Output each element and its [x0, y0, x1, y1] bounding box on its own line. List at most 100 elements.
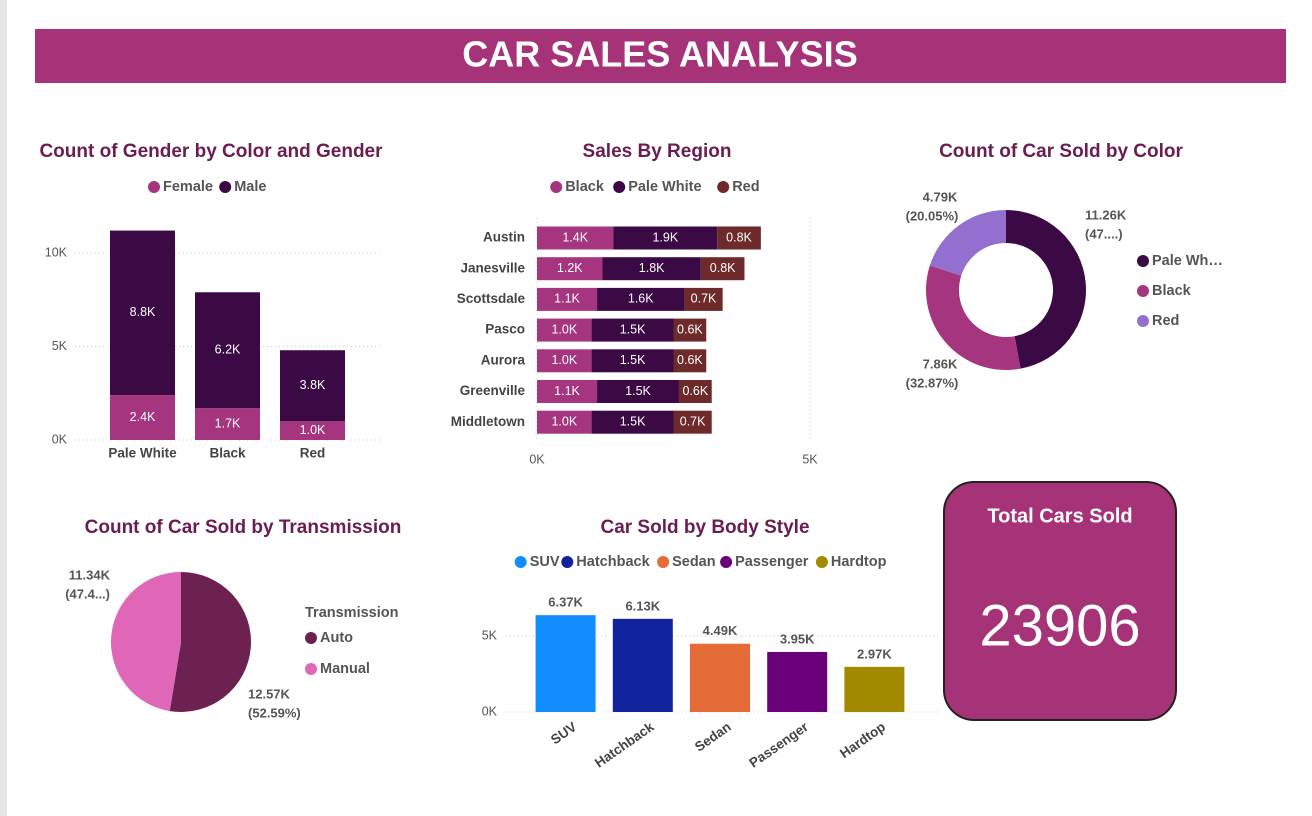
data-label: 7.86K	[923, 356, 958, 371]
data-label: 0.7K	[680, 414, 706, 428]
percent-label: (20.05%)	[906, 208, 959, 223]
x-tick-label: Pale White	[108, 446, 177, 461]
slice	[1006, 210, 1086, 369]
bar-segment	[537, 287, 598, 311]
legend-label: Hardtop	[831, 554, 887, 570]
legend-marker	[1137, 285, 1149, 297]
legend-marker	[514, 556, 527, 568]
y-tick-label: Aurora	[481, 352, 526, 367]
chart-title: Count of Car Sold by Transmission	[85, 517, 402, 538]
data-label: 1.8K	[639, 261, 665, 275]
bar-segment	[613, 226, 718, 250]
data-label: 1.1K	[554, 384, 580, 398]
percent-label: (32.87%)	[906, 375, 959, 390]
legend-label: Pale Wh…	[1152, 253, 1223, 269]
x-tick-label: Hardtop	[837, 719, 888, 761]
legend-label: Pale White	[628, 179, 701, 195]
bar-segment	[195, 408, 260, 440]
legend-label: Sedan	[672, 554, 716, 570]
bar-segment	[537, 257, 603, 281]
bar-segment	[700, 257, 745, 281]
bar-segment	[602, 257, 701, 281]
legend-marker	[148, 181, 160, 193]
bar	[612, 618, 673, 712]
bar-segment	[280, 350, 345, 422]
data-label: 1.0K	[551, 353, 577, 367]
chart-title: Count of Gender by Color and Gender	[39, 141, 383, 162]
legend-label: Hatchback	[576, 554, 650, 570]
y-tick-label: Greenville	[460, 383, 526, 398]
percent-label: (47....)	[1085, 226, 1123, 241]
left-border	[0, 0, 7, 816]
legend-label: Auto	[320, 630, 353, 646]
bar-segment	[537, 318, 592, 342]
bar-segment	[597, 287, 685, 311]
x-tick-label: 0K	[529, 452, 545, 466]
x-tick-label: 5K	[802, 452, 818, 466]
data-label: 2.97K	[857, 646, 892, 661]
data-label: 2.4K	[130, 410, 156, 424]
chart-title: Car Sold by Body Style	[600, 517, 809, 538]
y-tick-label: Scottsdale	[457, 291, 526, 306]
data-label: 6.13K	[625, 598, 660, 613]
bar-segment	[537, 380, 598, 403]
kpi-title: Total Cars Sold	[987, 505, 1132, 527]
data-label: 3.95K	[780, 631, 815, 646]
legend-marker	[305, 632, 317, 644]
x-tick-label: Hatchback	[592, 719, 657, 771]
data-label: 6.2K	[215, 343, 241, 357]
data-label: 0.6K	[677, 353, 703, 367]
data-label: 0.6K	[682, 384, 708, 398]
legend-marker	[657, 556, 670, 568]
data-label: 1.7K	[215, 416, 241, 430]
data-label: 1.0K	[551, 414, 577, 428]
legend-marker	[720, 556, 733, 568]
legend-label: Female	[163, 179, 213, 195]
data-label: 0.6K	[677, 322, 703, 336]
legend-marker	[561, 556, 574, 568]
data-label: 1.5K	[620, 322, 646, 336]
bar-segment	[673, 410, 712, 434]
y-tick-label: Janesville	[460, 260, 525, 275]
data-label: 11.26K	[1085, 207, 1127, 222]
legend-marker	[305, 663, 317, 675]
y-tick-label: 0K	[52, 432, 68, 446]
legend-title: Transmission	[305, 605, 398, 621]
legend-marker	[613, 181, 626, 193]
legend-marker	[219, 181, 232, 193]
data-label: 1.4K	[562, 230, 588, 244]
page-title: CAR SALES ANALYSIS	[462, 34, 857, 75]
data-label: 1.6K	[628, 292, 654, 306]
bar-segment	[537, 226, 614, 250]
y-tick-label: 5K	[52, 339, 68, 353]
data-label: 1.9K	[652, 230, 678, 244]
y-tick-label: 5K	[482, 628, 498, 642]
bar-segment	[110, 230, 175, 396]
bar-segment	[678, 380, 712, 403]
data-label: 11.34K	[69, 567, 111, 582]
bar-segment	[673, 349, 707, 373]
legend-marker	[550, 181, 563, 193]
x-tick-label: SUV	[548, 719, 579, 747]
legend-label: Manual	[320, 661, 370, 677]
bar	[844, 666, 905, 712]
bar-segment	[591, 318, 674, 342]
slice	[169, 572, 252, 712]
slice	[926, 265, 1021, 370]
data-label: 0.8K	[710, 261, 736, 275]
data-label: 1.1K	[554, 292, 580, 306]
data-label: 6.37K	[548, 595, 583, 610]
data-label: 12.57K	[248, 686, 291, 701]
legend-marker	[1137, 315, 1149, 327]
legend-label: SUV	[530, 554, 560, 570]
chart-title: Count of Car Sold by Color	[939, 141, 1183, 162]
data-label: 1.2K	[557, 261, 583, 275]
legend-marker	[1137, 255, 1149, 267]
data-label: 4.79K	[923, 189, 958, 204]
bar-segment	[684, 287, 723, 311]
bar-segment	[597, 380, 679, 403]
bar-segment	[591, 349, 674, 373]
x-tick-label: Black	[209, 446, 246, 461]
y-tick-label: Pasco	[485, 322, 525, 337]
